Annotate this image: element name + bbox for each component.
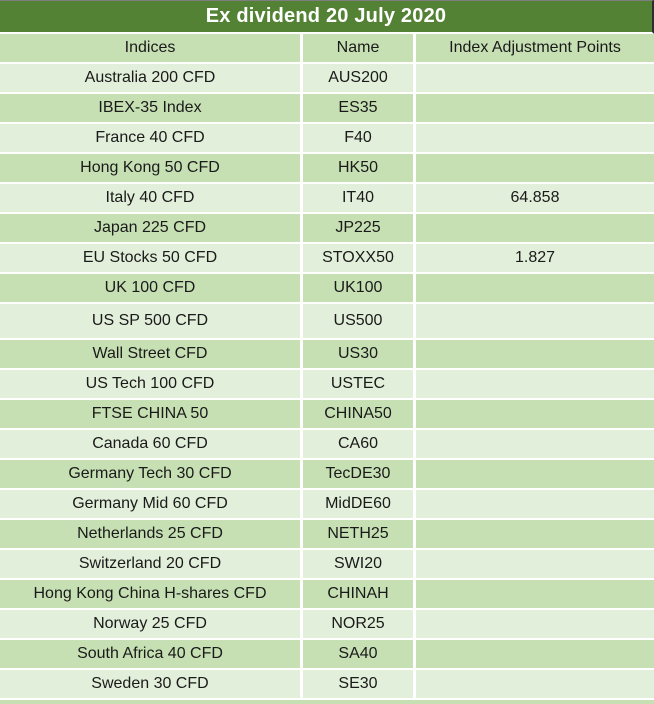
cell-name: NOR25	[303, 610, 413, 638]
table-row: IBEX-35 Index ES35	[0, 94, 654, 124]
cell-indices: EU Stocks 50 CFD	[0, 244, 300, 272]
cell-indices: IBEX-35 Index	[0, 94, 300, 122]
cell-points	[416, 124, 654, 152]
cell-points: 64.858	[416, 184, 654, 212]
table-row: France 40 CFD F40	[0, 124, 654, 154]
cell-points	[416, 580, 654, 608]
table-row: Norway 25 CFD NOR25	[0, 610, 654, 640]
cell-name: MidDE60	[303, 490, 413, 518]
cell-name: TecDE30	[303, 460, 413, 488]
cell-points	[416, 304, 654, 338]
cell-points: 1.827	[416, 244, 654, 272]
cell-name: SWI20	[303, 550, 413, 578]
partial-next-row	[0, 700, 654, 704]
table-row: US SP 500 CFD US500	[0, 304, 654, 340]
table-row: Germany Mid 60 CFD MidDE60	[0, 490, 654, 520]
cell-indices: Canada 60 CFD	[0, 430, 300, 458]
cell-indices: US Tech 100 CFD	[0, 370, 300, 398]
table-row: Sweden 30 CFD SE30	[0, 670, 654, 700]
cell-indices: South Africa 40 CFD	[0, 640, 300, 668]
cell-points	[416, 670, 654, 698]
cell-name: IT40	[303, 184, 413, 212]
cell-name: US30	[303, 340, 413, 368]
column-header-index-adjustment-points: Index Adjustment Points	[416, 34, 654, 62]
cell-name: CHINA50	[303, 400, 413, 428]
table-row: Switzerland 20 CFD SWI20	[0, 550, 654, 580]
cell-name: HK50	[303, 154, 413, 182]
cell-indices: Wall Street CFD	[0, 340, 300, 368]
cell-points	[416, 640, 654, 668]
cell-name: JP225	[303, 214, 413, 242]
cell-points	[416, 400, 654, 428]
column-header-indices: Indices	[0, 34, 300, 62]
cell-indices: Australia 200 CFD	[0, 64, 300, 92]
cell-points	[416, 520, 654, 548]
table-header-row: Indices Name Index Adjustment Points	[0, 34, 654, 64]
table-title: Ex dividend 20 July 2020	[0, 0, 654, 34]
table-row: EU Stocks 50 CFD STOXX50 1.827	[0, 244, 654, 274]
cell-name: SE30	[303, 670, 413, 698]
cell-points	[416, 214, 654, 242]
cell-name: NETH25	[303, 520, 413, 548]
cell-indices: Germany Mid 60 CFD	[0, 490, 300, 518]
cell-name: UK100	[303, 274, 413, 302]
column-header-name: Name	[303, 34, 413, 62]
cell-points	[416, 94, 654, 122]
cell-points	[416, 550, 654, 578]
cell-indices: France 40 CFD	[0, 124, 300, 152]
cell-name: F40	[303, 124, 413, 152]
cell-indices: Norway 25 CFD	[0, 610, 300, 638]
cell-points	[416, 490, 654, 518]
table-row: Germany Tech 30 CFD TecDE30	[0, 460, 654, 490]
table-row: Canada 60 CFD CA60	[0, 430, 654, 460]
cell-indices: Netherlands 25 CFD	[0, 520, 300, 548]
table-body: Australia 200 CFD AUS200 IBEX-35 Index E…	[0, 64, 654, 700]
cell-points	[416, 370, 654, 398]
cell-indices: Hong Kong 50 CFD	[0, 154, 300, 182]
cell-name: SA40	[303, 640, 413, 668]
cell-name: USTEC	[303, 370, 413, 398]
table-row: Australia 200 CFD AUS200	[0, 64, 654, 94]
cell-indices: Hong Kong China H-shares CFD	[0, 580, 300, 608]
cell-points	[416, 154, 654, 182]
table-row: Netherlands 25 CFD NETH25	[0, 520, 654, 550]
cell-name: CA60	[303, 430, 413, 458]
cell-indices: US SP 500 CFD	[0, 304, 300, 338]
cell-points	[416, 430, 654, 458]
cell-name: AUS200	[303, 64, 413, 92]
cell-indices: Japan 225 CFD	[0, 214, 300, 242]
table-row: Wall Street CFD US30	[0, 340, 654, 370]
cell-indices: Switzerland 20 CFD	[0, 550, 300, 578]
cell-name: ES35	[303, 94, 413, 122]
table-row: FTSE CHINA 50 CHINA50	[0, 400, 654, 430]
cell-points	[416, 460, 654, 488]
cell-indices: Italy 40 CFD	[0, 184, 300, 212]
table-row: Italy 40 CFD IT40 64.858	[0, 184, 654, 214]
cell-indices: FTSE CHINA 50	[0, 400, 300, 428]
cell-name: CHINAH	[303, 580, 413, 608]
table-row: Hong Kong China H-shares CFD CHINAH	[0, 580, 654, 610]
cell-indices: Germany Tech 30 CFD	[0, 460, 300, 488]
table-row: Hong Kong 50 CFD HK50	[0, 154, 654, 184]
cell-indices: UK 100 CFD	[0, 274, 300, 302]
table-row: US Tech 100 CFD USTEC	[0, 370, 654, 400]
cell-points	[416, 340, 654, 368]
cell-indices: Sweden 30 CFD	[0, 670, 300, 698]
table-row: South Africa 40 CFD SA40	[0, 640, 654, 670]
cell-points	[416, 64, 654, 92]
table-row: Japan 225 CFD JP225	[0, 214, 654, 244]
cell-name: US500	[303, 304, 413, 338]
cell-name: STOXX50	[303, 244, 413, 272]
cell-points	[416, 610, 654, 638]
cell-points	[416, 274, 654, 302]
table-row: UK 100 CFD UK100	[0, 274, 654, 304]
